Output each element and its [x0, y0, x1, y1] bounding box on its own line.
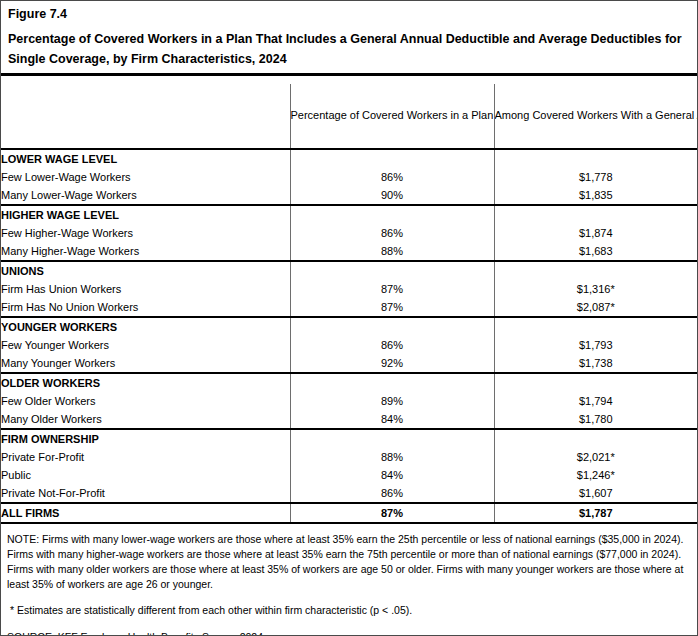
all-firms-row: ALL FIRMS 87% $1,787: [1, 503, 697, 523]
row-label: Few Higher-Wage Workers: [1, 224, 290, 242]
figure-title: Percentage of Covered Workers in a Plan …: [8, 30, 689, 70]
table-row: Public 84% $1,246*: [1, 466, 697, 484]
row-average-deductible: $2,021*: [494, 448, 697, 466]
row-average-deductible: $1,835: [494, 186, 697, 205]
row-label: Many Lower-Wage Workers: [1, 186, 290, 205]
section-label: OLDER WORKERS: [1, 373, 290, 392]
row-average-deductible: $1,794: [494, 392, 697, 410]
source-text: SOURCE: KFF Employer Health Benefits Sur…: [7, 630, 689, 636]
row-percentage: 87%: [290, 503, 494, 523]
note-text: NOTE: Firms with many lower-wage workers…: [7, 532, 689, 593]
row-percentage: 90%: [290, 186, 494, 205]
row-label: Firm Has Union Workers: [1, 280, 290, 298]
section-header-row: YOUNGER WORKERS: [1, 317, 697, 336]
row-percentage: 86%: [290, 484, 494, 503]
row-percentage: 92%: [290, 354, 494, 373]
row-average-deductible: $1,793: [494, 336, 697, 354]
row-label: Few Younger Workers: [1, 336, 290, 354]
col-header-characteristic: [1, 84, 290, 149]
section-header-row: LOWER WAGE LEVEL: [1, 149, 697, 168]
row-label: Private Not-For-Profit: [1, 484, 290, 503]
row-label: Public: [1, 466, 290, 484]
row-label: ALL FIRMS: [1, 503, 290, 523]
section-label: FIRM OWNERSHIP: [1, 429, 290, 448]
row-label: Few Older Workers: [1, 392, 290, 410]
figure-number: Figure 7.4: [8, 7, 689, 21]
table-row: Private Not-For-Profit 86% $1,607: [1, 484, 697, 503]
row-average-deductible: $1,778: [494, 168, 697, 186]
table-row: Few Younger Workers 86% $1,793: [1, 336, 697, 354]
col-header-average-deductible: Among Covered Workers With a General Ann…: [494, 84, 697, 149]
table-header-row: Percentage of Covered Workers in a Plan …: [1, 84, 697, 149]
table-row: Private For-Profit 88% $2,021*: [1, 448, 697, 466]
row-percentage: 84%: [290, 466, 494, 484]
row-average-deductible: $1,316*: [494, 280, 697, 298]
table-row: Few Older Workers 89% $1,794: [1, 392, 697, 410]
col-header-percentage: Percentage of Covered Workers in a Plan …: [290, 84, 494, 149]
row-label: Firm Has No Union Workers: [1, 298, 290, 317]
row-percentage: 86%: [290, 224, 494, 242]
row-average-deductible: $1,780: [494, 410, 697, 429]
table-row: Firm Has Union Workers 87% $1,316*: [1, 280, 697, 298]
asterisk-note: * Estimates are statistically different …: [7, 603, 689, 618]
table-row: Many Higher-Wage Workers 88% $1,683: [1, 242, 697, 261]
row-average-deductible: $1,607: [494, 484, 697, 503]
row-label: Many Older Workers: [1, 410, 290, 429]
section-label: LOWER WAGE LEVEL: [1, 149, 290, 168]
row-percentage: 86%: [290, 336, 494, 354]
row-percentage: 84%: [290, 410, 494, 429]
row-average-deductible: $1,683: [494, 242, 697, 261]
section-header-row: FIRM OWNERSHIP: [1, 429, 697, 448]
data-table: Percentage of Covered Workers in a Plan …: [1, 84, 697, 524]
row-average-deductible: $1,738: [494, 354, 697, 373]
row-label: Few Lower-Wage Workers: [1, 168, 290, 186]
table-row: Many Older Workers 84% $1,780: [1, 410, 697, 429]
table-row: Few Higher-Wage Workers 86% $1,874: [1, 224, 697, 242]
row-average-deductible: $2,087*: [494, 298, 697, 317]
section-header-row: UNIONS: [1, 261, 697, 280]
table-row: Firm Has No Union Workers 87% $2,087*: [1, 298, 697, 317]
section-label: UNIONS: [1, 261, 290, 280]
section-label: HIGHER WAGE LEVEL: [1, 205, 290, 224]
table-row: Many Lower-Wage Workers 90% $1,835: [1, 186, 697, 205]
row-label: Many Higher-Wage Workers: [1, 242, 290, 261]
row-percentage: 87%: [290, 280, 494, 298]
row-percentage: 86%: [290, 168, 494, 186]
table-row: Many Younger Workers 92% $1,738: [1, 354, 697, 373]
figure-page: Figure 7.4 Percentage of Covered Workers…: [0, 0, 698, 636]
row-percentage: 88%: [290, 242, 494, 261]
section-header-row: HIGHER WAGE LEVEL: [1, 205, 697, 224]
title-block: Figure 7.4 Percentage of Covered Workers…: [1, 1, 697, 76]
section-header-row: OLDER WORKERS: [1, 373, 697, 392]
notes-block: NOTE: Firms with many lower-wage workers…: [1, 524, 697, 636]
row-average-deductible: $1,246*: [494, 466, 697, 484]
table-row: Few Lower-Wage Workers 86% $1,778: [1, 168, 697, 186]
row-percentage: 88%: [290, 448, 494, 466]
row-percentage: 89%: [290, 392, 494, 410]
row-label: Many Younger Workers: [1, 354, 290, 373]
row-label: Private For-Profit: [1, 448, 290, 466]
section-label: YOUNGER WORKERS: [1, 317, 290, 336]
row-average-deductible: $1,787: [494, 503, 697, 523]
row-percentage: 87%: [290, 298, 494, 317]
row-average-deductible: $1,874: [494, 224, 697, 242]
